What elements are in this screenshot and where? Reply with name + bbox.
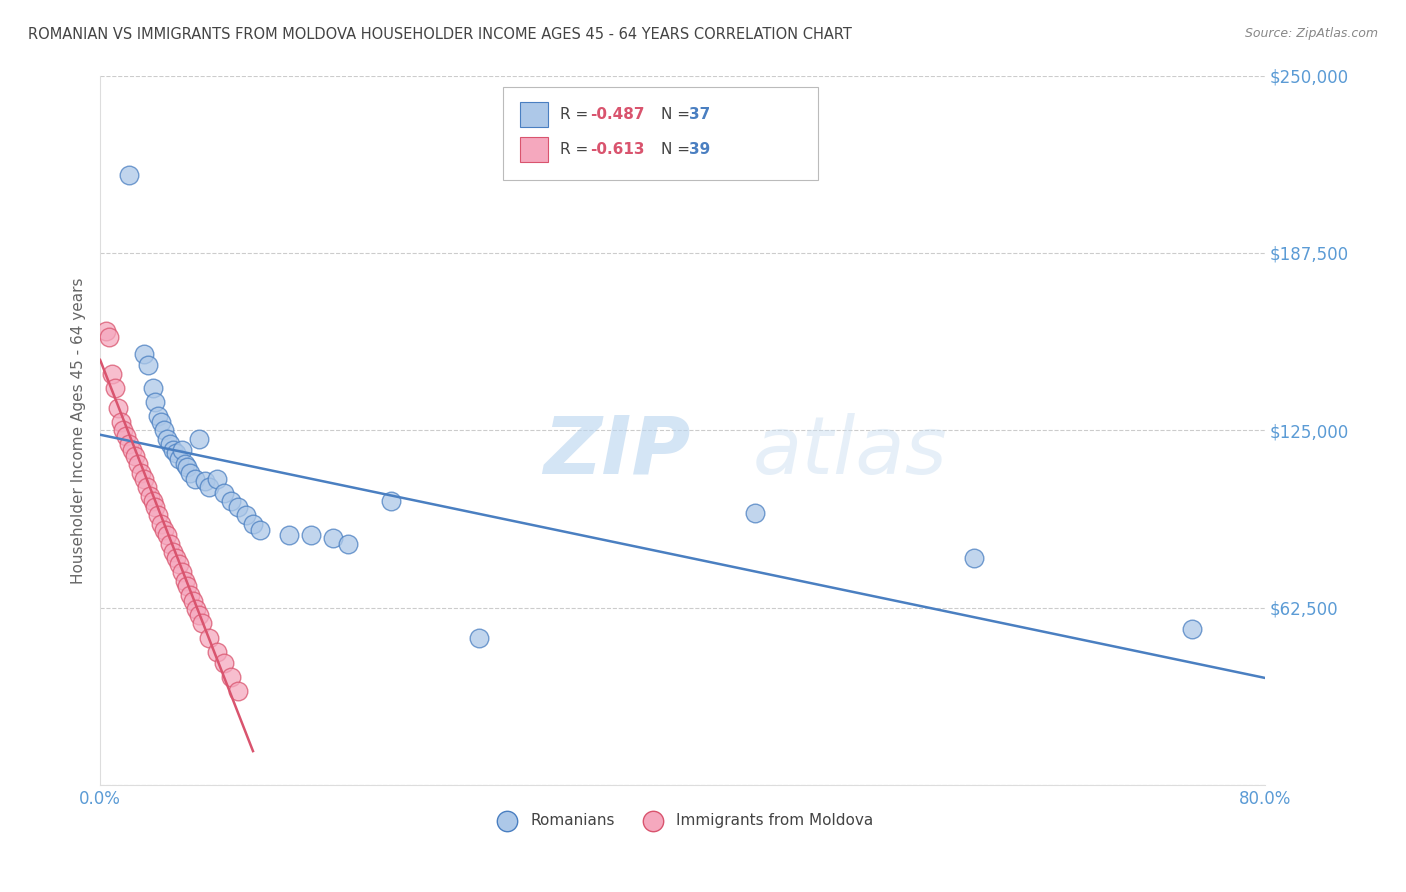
Point (228, 500, 250, 514)
Point (184, 471, 207, 485)
Point (1181, 622, 1204, 636)
Point (380, 494, 402, 508)
Point (170, 566, 193, 580)
Point (181, 593, 204, 607)
Point (145, 500, 167, 514)
Point (228, 684, 250, 698)
Point (121, 443, 143, 458)
Point (219, 670, 242, 684)
Point (141, 381, 163, 395)
Legend: Romanians, Immigrants from Moldova: Romanians, Immigrants from Moldova (486, 807, 879, 834)
Text: atlas: atlas (752, 413, 948, 491)
Text: N =: N = (661, 107, 695, 121)
Point (173, 574, 195, 588)
Point (132, 346, 155, 360)
Point (467, 631, 489, 645)
Text: -0.613: -0.613 (591, 143, 645, 157)
Point (212, 656, 235, 670)
Point (136, 358, 159, 372)
Point (148, 409, 170, 423)
Text: -0.487: -0.487 (591, 107, 645, 121)
Point (94, 324, 117, 338)
Point (278, 528, 301, 542)
Point (205, 645, 228, 659)
Point (744, 506, 766, 520)
Point (162, 443, 184, 458)
Point (188, 607, 211, 622)
Point (186, 602, 208, 616)
Point (198, 631, 221, 645)
Point (179, 588, 201, 602)
Point (235, 508, 257, 523)
Point (167, 557, 190, 571)
Text: 39: 39 (689, 143, 710, 157)
Point (167, 451, 190, 466)
Point (118, 437, 141, 451)
Point (159, 437, 181, 451)
Point (165, 551, 187, 566)
Text: R =: R = (560, 143, 593, 157)
Point (188, 432, 211, 446)
Point (179, 466, 201, 480)
Point (173, 458, 195, 472)
Text: 37: 37 (689, 107, 710, 121)
Point (176, 460, 198, 475)
Point (145, 395, 167, 409)
Text: R =: R = (560, 107, 593, 121)
Point (205, 471, 228, 485)
Point (132, 471, 155, 485)
Point (156, 432, 179, 446)
Point (112, 423, 135, 437)
Point (150, 516, 173, 531)
Point (107, 401, 129, 415)
Point (124, 449, 146, 463)
Point (115, 429, 138, 443)
Point (162, 545, 184, 559)
Point (159, 537, 181, 551)
Point (110, 415, 132, 429)
Point (100, 367, 122, 381)
Point (104, 381, 127, 395)
Point (212, 485, 235, 500)
Point (135, 480, 157, 494)
Point (219, 494, 242, 508)
Point (127, 458, 149, 472)
Point (249, 523, 271, 537)
Point (153, 523, 176, 537)
Point (148, 508, 170, 523)
Point (156, 528, 179, 542)
Point (138, 489, 160, 503)
Point (242, 516, 264, 531)
Point (336, 537, 359, 551)
Point (170, 443, 193, 458)
Point (165, 446, 187, 460)
Point (141, 494, 163, 508)
Text: ROMANIAN VS IMMIGRANTS FROM MOLDOVA HOUSEHOLDER INCOME AGES 45 - 64 YEARS CORREL: ROMANIAN VS IMMIGRANTS FROM MOLDOVA HOUS… (28, 27, 852, 42)
Point (129, 466, 152, 480)
Point (97, 329, 120, 343)
Point (194, 475, 217, 489)
Point (322, 531, 344, 545)
Point (153, 423, 176, 437)
Text: ZIP: ZIP (543, 413, 690, 491)
Point (962, 551, 984, 566)
Point (299, 528, 322, 542)
Point (191, 616, 214, 631)
Text: N =: N = (661, 143, 695, 157)
Y-axis label: Householder Income Ages 45 - 64 years: Householder Income Ages 45 - 64 years (72, 277, 86, 583)
Text: Source: ZipAtlas.com: Source: ZipAtlas.com (1244, 27, 1378, 40)
Point (176, 579, 198, 593)
Point (150, 415, 173, 429)
Point (198, 480, 221, 494)
Point (118, 168, 141, 182)
